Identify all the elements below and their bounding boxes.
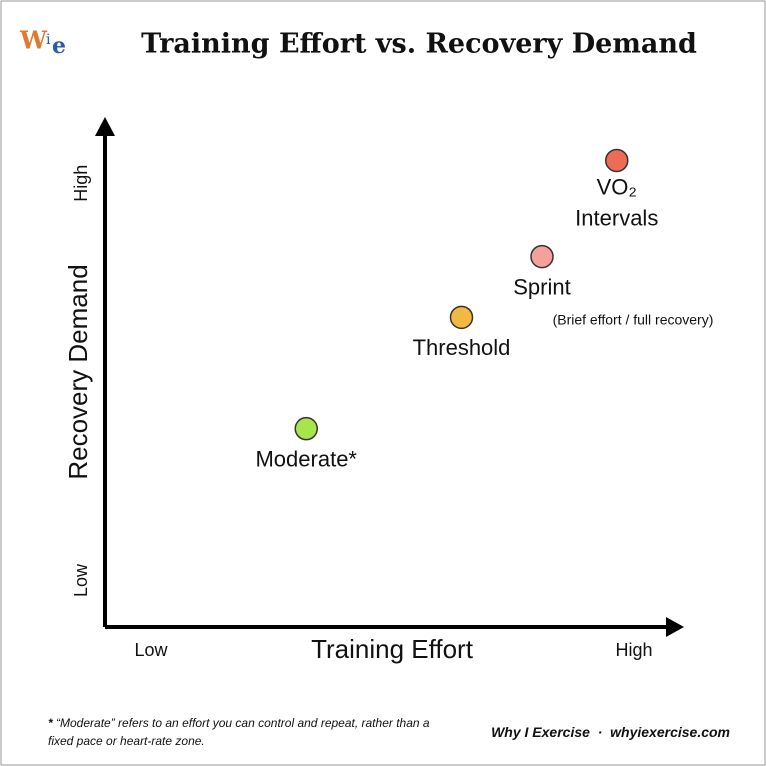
logo-w: W — [19, 26, 48, 55]
footnote-mark: * — [48, 716, 53, 730]
y-tick-label: High — [71, 165, 91, 202]
chart-title: Training Effort vs. Recovery Demand — [141, 29, 697, 60]
y-tick-label: Low — [71, 563, 91, 597]
point-label: Threshold — [413, 335, 511, 360]
y-arrow — [95, 117, 115, 136]
footnote: * “Moderate” refers to an effort you can… — [48, 714, 448, 750]
point-label: Intervals — [575, 205, 658, 230]
point-label: Sprint — [513, 274, 570, 299]
footnote-text: “Moderate” refers to an effort you can c… — [48, 716, 430, 748]
point — [294, 416, 318, 441]
point — [449, 305, 474, 330]
x-arrow — [666, 617, 684, 637]
point-label: VO₂ — [597, 174, 637, 199]
x-tick-label: Low — [134, 640, 168, 660]
credit-name: Why I Exercise — [491, 724, 590, 740]
y-axis-label: Recovery Demand — [63, 264, 93, 479]
annotation: (Brief effort / full recovery) — [553, 312, 714, 328]
x-axis-label: Training Effort — [311, 634, 474, 664]
point — [530, 244, 554, 269]
logo-i: i — [46, 32, 51, 48]
credit: Why I Exercise · whyiexercise.com — [491, 724, 730, 740]
point-label: Moderate* — [255, 446, 357, 471]
x-tick-label: High — [615, 640, 652, 660]
credit-url: whyiexercise.com — [610, 724, 730, 740]
logo-e: e — [52, 33, 66, 59]
credit-sep: · — [597, 724, 603, 740]
point — [605, 148, 629, 173]
